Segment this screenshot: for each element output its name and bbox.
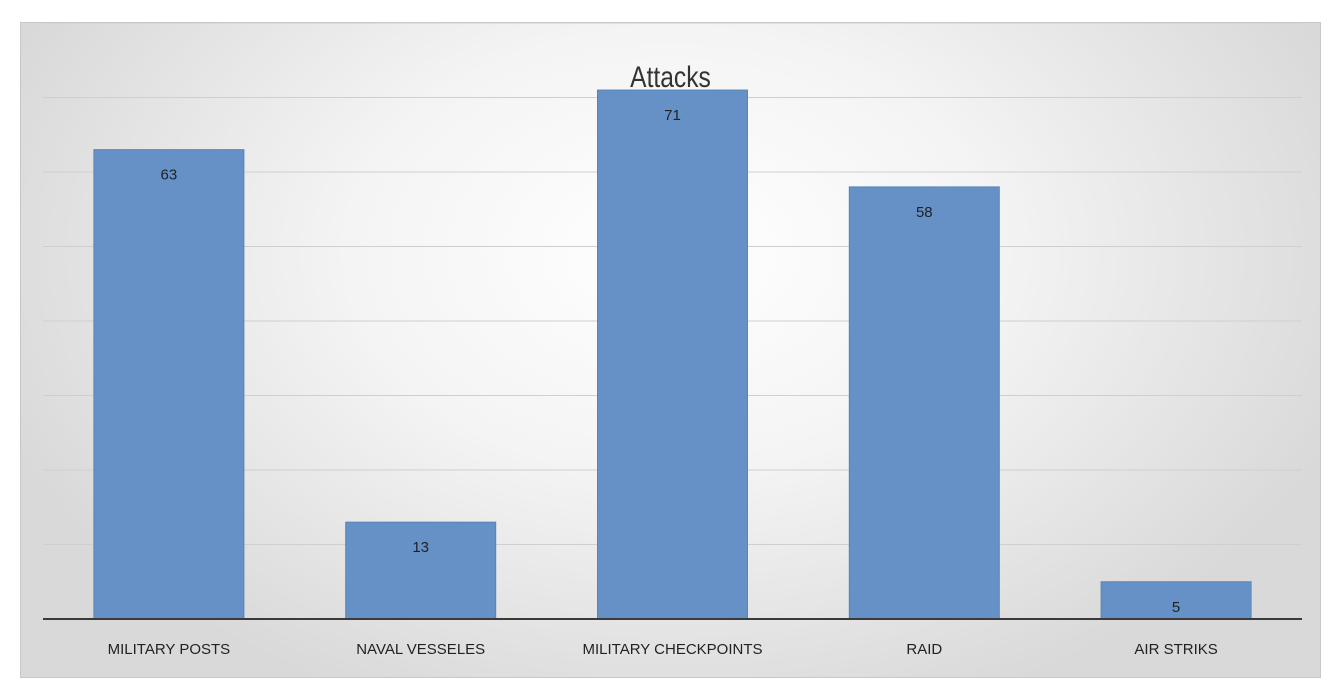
bar	[597, 89, 748, 620]
bar	[93, 149, 245, 620]
bar	[848, 186, 1000, 620]
category-label: AIR STRIKS	[1134, 641, 1217, 658]
category-label: MILITARY CHECKPOINTS	[582, 641, 762, 658]
data-label: 13	[412, 539, 429, 556]
data-label: 63	[161, 167, 178, 184]
data-label: 58	[916, 204, 933, 221]
bar	[1100, 581, 1252, 620]
chart-frame: Attacks 63 MILITARY POSTS 13 NAVAL VESSELES…	[20, 22, 1321, 678]
category-label: NAVAL VESSELES	[356, 641, 485, 658]
data-label: 5	[1172, 599, 1180, 616]
category-label: MILITARY POSTS	[108, 641, 231, 658]
bar-chart: 63 MILITARY POSTS 13 NAVAL VESSELES 71 MILITA…	[43, 23, 1302, 658]
category-label: RAID	[906, 641, 942, 658]
data-label: 71	[664, 107, 681, 124]
bar	[345, 521, 497, 620]
chart-title: Attacks	[630, 61, 711, 94]
